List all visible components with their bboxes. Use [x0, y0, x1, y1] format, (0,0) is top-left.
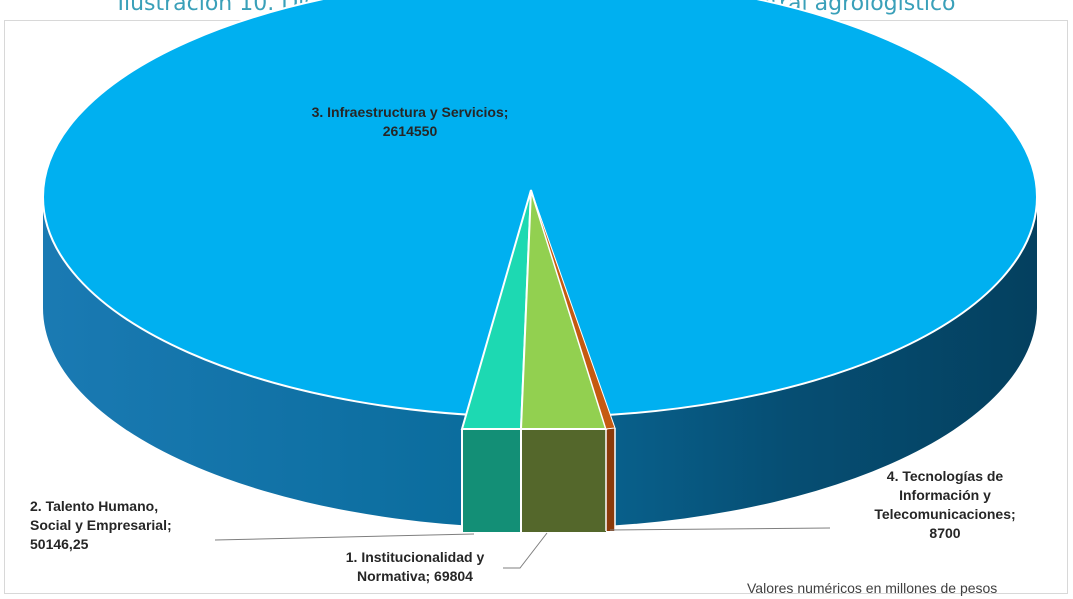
- data-label-line: 2. Talento Humano,: [30, 497, 220, 516]
- data-label-infraestructura: 3. Infraestructura y Servicios; 2614550: [280, 103, 540, 141]
- leader-line-tecnologias: [610, 528, 830, 530]
- data-label-line: Telecomunicaciones;: [860, 505, 1030, 524]
- data-label-line: 4. Tecnologías de: [860, 467, 1030, 486]
- slice-side-institucionalidad: [521, 429, 606, 532]
- leader-line-talento: [215, 534, 474, 540]
- data-label-tecnologias: 4. Tecnologías de Información y Telecomu…: [860, 467, 1030, 543]
- slice-side-tecnologias: [606, 428, 615, 531]
- data-label-talento: 2. Talento Humano, Social y Empresarial;…: [30, 497, 220, 554]
- units-note: Valores numéricos en millones de pesos: [747, 580, 997, 596]
- data-label-line: 2614550: [280, 122, 540, 141]
- data-label-line: 50146,25: [30, 535, 220, 554]
- data-label-line: 3. Infraestructura y Servicios;: [280, 103, 540, 122]
- data-label-line: Normativa; 69804: [320, 567, 510, 586]
- data-label-line: 8700: [860, 524, 1030, 543]
- slice-side-talento: [462, 429, 521, 532]
- data-label-institucionalidad: 1. Institucionalidad y Normativa; 69804: [320, 548, 510, 586]
- data-label-line: Información y: [860, 486, 1030, 505]
- data-label-line: 1. Institucionalidad y: [320, 548, 510, 567]
- data-label-line: Social y Empresarial;: [30, 516, 220, 535]
